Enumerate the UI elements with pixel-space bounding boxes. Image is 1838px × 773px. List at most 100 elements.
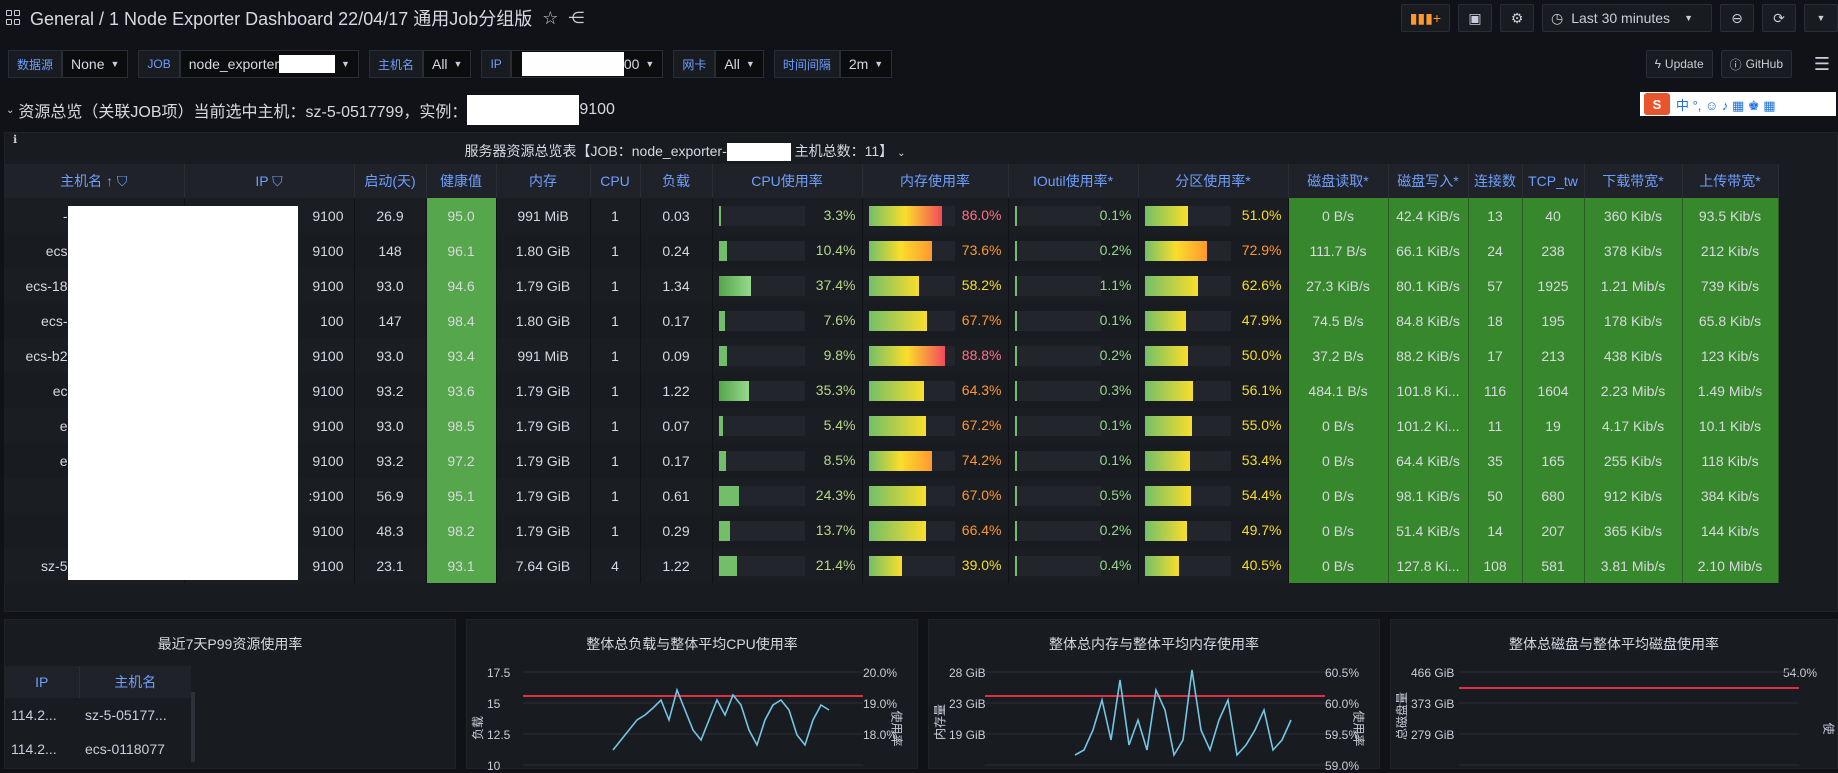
cell-mem[interactable]: 1.80 GiB	[496, 233, 591, 268]
github-link-button[interactable]: ⓘ GitHub	[1720, 50, 1792, 78]
gauge-cell: 0.2%	[1008, 513, 1139, 548]
column-header[interactable]: 负载	[640, 164, 713, 198]
info-icon[interactable]: ℹ	[13, 134, 18, 146]
column-header[interactable]: IOutil使用率*	[1008, 164, 1139, 198]
var-select-job[interactable]: node_exporter ▼	[179, 50, 359, 78]
column-header[interactable]: 下载带宽*	[1584, 164, 1683, 198]
sort-filter-icon[interactable]: ↑ ⛉	[102, 173, 128, 189]
chart-title[interactable]: 整体总负载与整体平均CPU使用率	[586, 636, 798, 652]
gauge-value: 67.7%	[961, 312, 1002, 328]
settings-button[interactable]: ⚙	[1500, 4, 1534, 32]
add-panel-button[interactable]: ▮▮▮+	[1400, 4, 1450, 32]
zoom-out-button[interactable]: ⊖	[1720, 4, 1754, 32]
var-value: All	[431, 56, 448, 72]
bar-gauge-fill	[1014, 381, 1018, 401]
cell-upbw: 93.5 Kib/s	[1682, 198, 1779, 233]
gauge-cell: 64.3%	[862, 373, 1009, 408]
cell-mem[interactable]: 1.79 GiB	[496, 268, 591, 303]
gauge-value: 53.4%	[1241, 452, 1282, 468]
cell-health: 93.6	[426, 373, 497, 408]
cell-tw: 1604	[1522, 373, 1585, 408]
cell-down: 438 Kib/s	[1584, 338, 1683, 373]
gauge-cell: 66.4%	[862, 513, 1009, 548]
bar-gauge	[1014, 241, 1101, 261]
menu-icon[interactable]: ☰	[1813, 54, 1830, 74]
cell-cpu: 1	[590, 233, 641, 268]
save-dashboard-button[interactable]: ▣	[1458, 4, 1492, 32]
gauge-value: 8.5%	[823, 452, 856, 468]
var-select-nic[interactable]: All ▼	[715, 50, 764, 78]
column-header[interactable]: CPU	[590, 164, 641, 198]
refresh-interval-button[interactable]: ▼	[1804, 4, 1838, 32]
zoom-out-icon: ⊖	[1731, 9, 1743, 26]
cell-mem[interactable]: 1.79 GiB	[496, 478, 591, 513]
gauge-value: 64.3%	[961, 382, 1002, 398]
breadcrumb[interactable]: General / 1 Node Exporter Dashboard 22/0…	[30, 9, 533, 29]
cell-health: 93.1	[426, 548, 497, 583]
share-icon[interactable]: ⋲	[568, 10, 585, 27]
star-icon[interactable]: ☆	[542, 7, 559, 28]
bar-gauge	[718, 311, 805, 331]
gauge-value: 67.2%	[961, 417, 1002, 433]
bar-gauge-fill	[1014, 451, 1018, 471]
bar-gauge	[1014, 311, 1101, 331]
column-header[interactable]: 分区使用率*	[1138, 164, 1289, 198]
bar-gauge	[1014, 416, 1101, 436]
apps-grid-icon[interactable]	[6, 10, 22, 26]
column-header[interactable]: 连接数	[1468, 164, 1523, 198]
var-value: All	[724, 56, 740, 72]
bar-gauge	[1144, 311, 1231, 331]
chart-title[interactable]: 整体总磁盘与整体平均磁盘使用率	[1509, 636, 1719, 652]
column-header[interactable]: TCP_tw	[1522, 164, 1585, 198]
column-header[interactable]: IP ⛉	[184, 164, 355, 198]
cell-mem[interactable]: 1.79 GiB	[496, 513, 591, 548]
cell-mem[interactable]: 7.64 GiB	[496, 548, 591, 583]
p99-scrollbar[interactable]	[191, 692, 195, 762]
column-header[interactable]: 内存	[496, 164, 591, 198]
cell-mem[interactable]: 991 MiB	[496, 338, 591, 373]
column-header[interactable]: 健康值	[426, 164, 497, 198]
chevron-down-icon: ⌄	[897, 148, 906, 159]
p99-header-host[interactable]: 主机名	[114, 674, 157, 690]
time-picker[interactable]: ◷ Last 30 minutes ▼	[1542, 4, 1712, 32]
y2-axis-label: 使用率	[1351, 710, 1366, 747]
column-header[interactable]: 磁盘读取*	[1288, 164, 1389, 198]
cell-dw: 80.1 KiB/s	[1388, 268, 1469, 303]
column-header[interactable]: 内存使用率	[862, 164, 1009, 198]
column-header[interactable]: CPU使用率	[712, 164, 863, 198]
cell-mem[interactable]: 1.79 GiB	[496, 408, 591, 443]
panel-title[interactable]: 服务器资源总览表【JOB：node_exporter- 主机总数：11】 ⌄	[5, 141, 1365, 162]
cell-upbw: 65.8 Kib/s	[1682, 303, 1779, 338]
var-select-ip[interactable]: 00 ▼	[510, 50, 664, 78]
y-tick-label: 28 GiB	[949, 666, 986, 680]
p99-header-ip[interactable]: IP	[5, 666, 80, 698]
var-select-datasource[interactable]: None ▼	[62, 50, 129, 78]
column-header[interactable]: 磁盘写入*	[1388, 164, 1469, 198]
y-tick-label: 12.5	[487, 728, 511, 742]
update-link-button[interactable]: ϟ Update	[1645, 50, 1713, 78]
refresh-button[interactable]: ⟳	[1762, 4, 1796, 32]
cell-upbw: 212 Kib/s	[1682, 233, 1779, 268]
gauge-value: 62.6%	[1241, 277, 1282, 293]
var-select-interval[interactable]: 2m ▼	[839, 50, 893, 78]
y-tick-label: 466 GiB	[1411, 666, 1455, 680]
filter-icon[interactable]: ⛉	[268, 172, 283, 189]
column-header[interactable]: 启动(天)	[354, 164, 427, 198]
cell-down: 178 Kib/s	[1584, 303, 1683, 338]
cell-mem[interactable]: 1.79 GiB	[496, 443, 591, 478]
column-header[interactable]: 上传带宽*	[1682, 164, 1779, 198]
cell-dw: 98.1 KiB/s	[1388, 478, 1469, 513]
cell-mem[interactable]: 1.80 GiB	[496, 303, 591, 338]
cell-mem[interactable]: 991 MiB	[496, 198, 591, 233]
time-range-label: Last 30 minutes	[1571, 10, 1671, 26]
bar-gauge	[1014, 346, 1101, 366]
gauge-cell: 58.2%	[862, 268, 1009, 303]
cell-mem[interactable]: 1.79 GiB	[496, 373, 591, 408]
var-label-hostname: 主机名	[368, 50, 423, 78]
row-header[interactable]: ⌄ 资源总览（关联JOB项）当前选中主机：sz-5-0517799，实例： 91…	[0, 92, 1838, 128]
chart-title[interactable]: 整体总内存与整体平均内存使用率	[1049, 636, 1259, 652]
cell-conn: 57	[1468, 268, 1523, 303]
var-select-hostname[interactable]: All ▼	[422, 50, 472, 78]
bar-gauge	[1014, 451, 1101, 471]
column-header[interactable]: 主机名 ↑ ⛉	[4, 164, 185, 198]
